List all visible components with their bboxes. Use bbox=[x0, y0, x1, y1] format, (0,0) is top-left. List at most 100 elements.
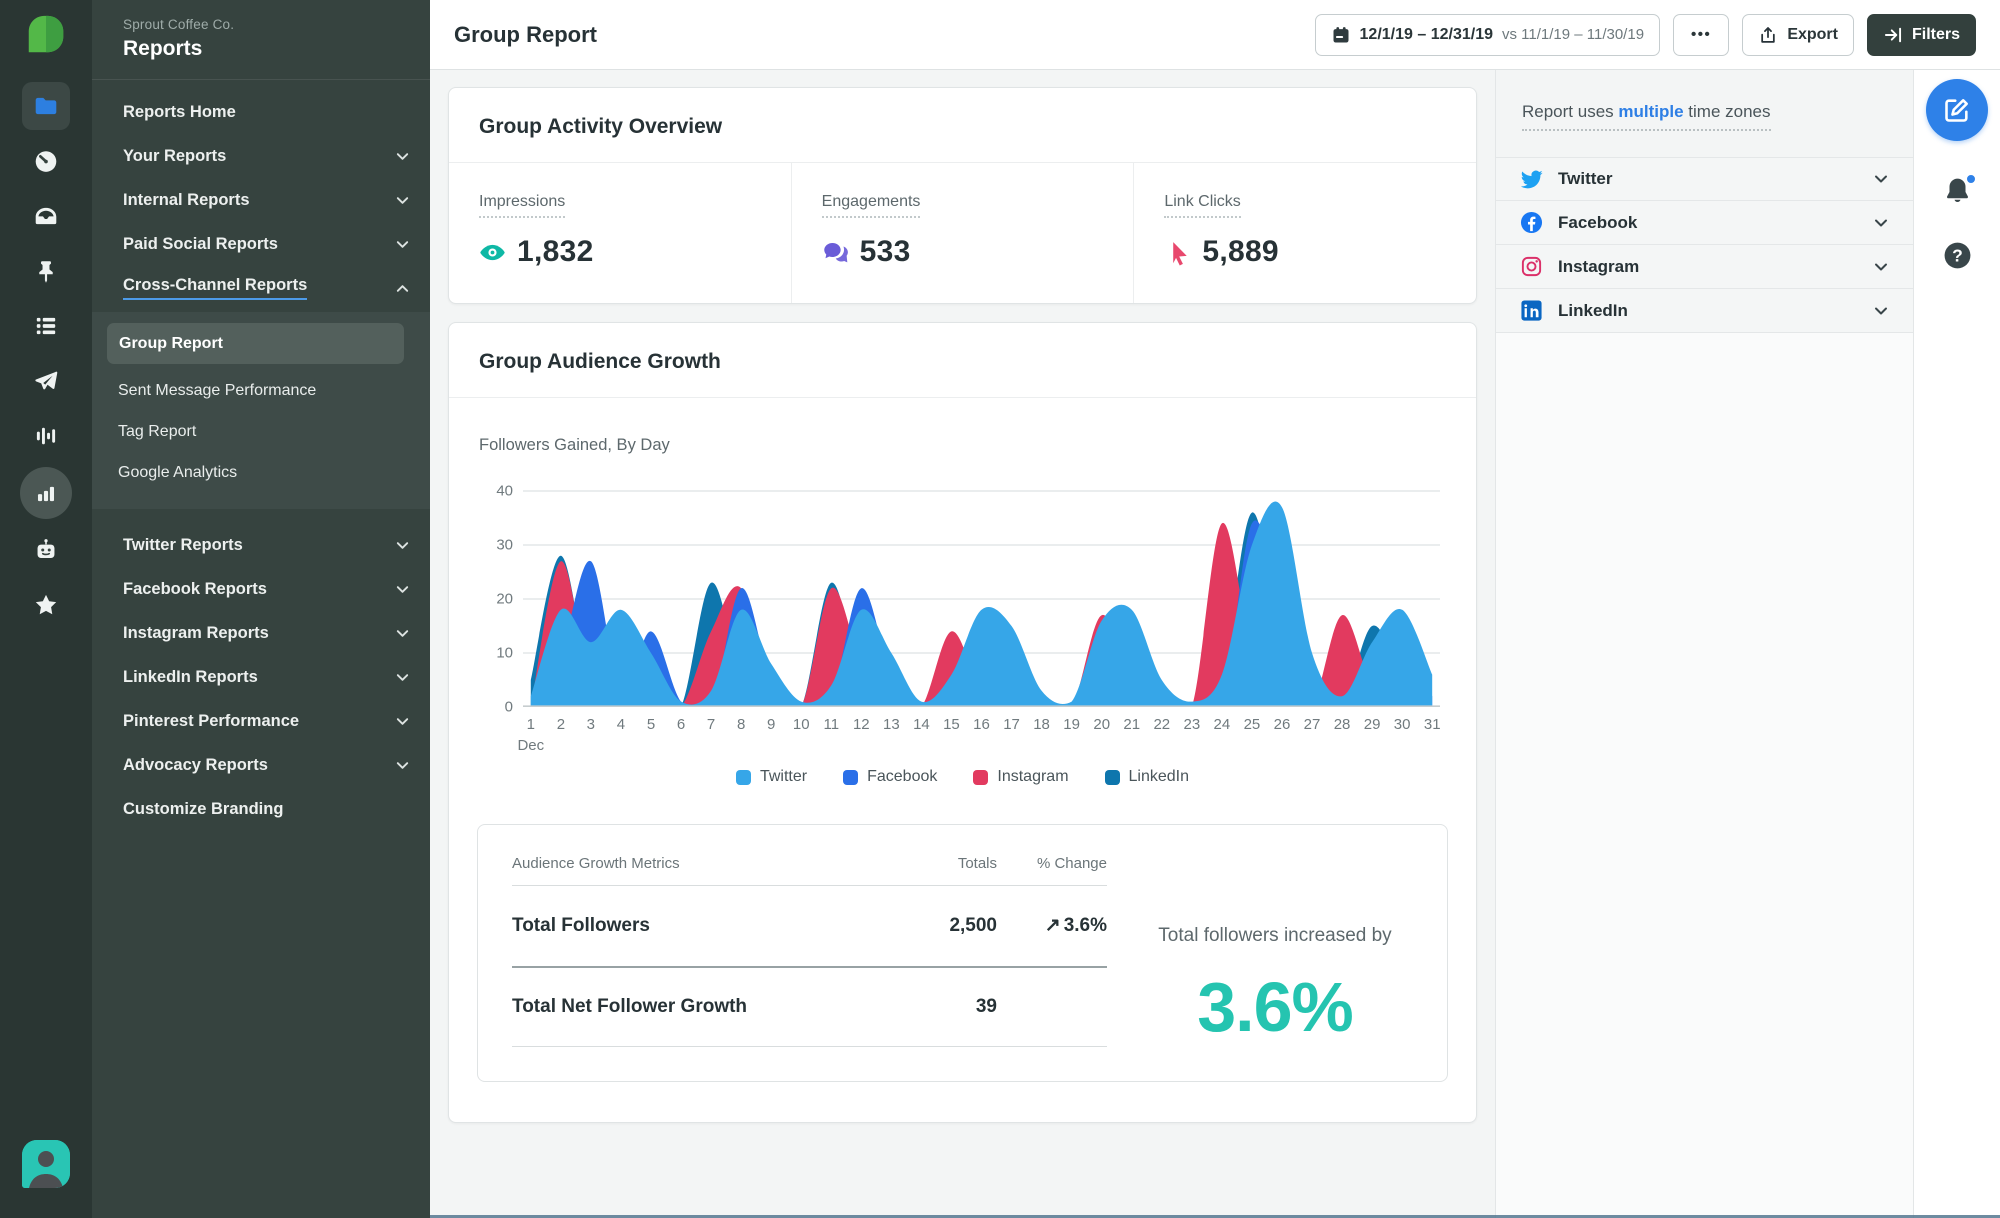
account-row-facebook[interactable]: Facebook bbox=[1496, 201, 1913, 245]
area-chart-svg bbox=[523, 490, 1440, 707]
x-tick-label: 10 bbox=[792, 716, 810, 733]
compose-button[interactable] bbox=[1926, 79, 1988, 141]
sprout-leaf-logo[interactable] bbox=[23, 12, 69, 58]
x-tick-label: 29 bbox=[1363, 716, 1381, 733]
inbox-icon[interactable] bbox=[22, 192, 70, 240]
chart-plot-area: 0 10 20 30 40 1 2 3 4 5 6 7 8 9 10 11 12 13 14 15 16 17 18 19 2… bbox=[496, 483, 1441, 755]
legend-item-twitter[interactable]: Twitter bbox=[735, 768, 807, 786]
month-label: Dec bbox=[517, 737, 545, 754]
sidebar-subitem-sent-message-performance[interactable]: Sent Message Performance bbox=[118, 382, 317, 399]
x-tick-label: 14 bbox=[913, 716, 930, 733]
legend-swatch bbox=[1104, 769, 1120, 785]
timezone-note: Report uses multiple time zones bbox=[1496, 70, 1913, 157]
more-options-button[interactable]: ••• bbox=[1673, 13, 1730, 56]
legend-item-linkedin[interactable]: LinkedIn bbox=[1104, 768, 1189, 786]
sidebar-item-paid-social-reports[interactable]: Paid Social Reports bbox=[92, 222, 430, 266]
help-button[interactable]: ? bbox=[1942, 240, 1973, 271]
sidebar-item-customize-branding[interactable]: Customize Branding bbox=[123, 799, 284, 818]
page-header: Group Report 12/1/19 – 12/31/19 vs 11/1/… bbox=[430, 0, 2000, 70]
sidebar-item-internal-reports[interactable]: Internal Reports bbox=[92, 178, 430, 222]
export-button[interactable]: Export bbox=[1742, 13, 1854, 56]
account-row-twitter[interactable]: Twitter bbox=[1496, 157, 1913, 201]
sidebar-item-advocacy-reports[interactable]: Advocacy Reports bbox=[92, 743, 430, 787]
user-avatar[interactable] bbox=[22, 1140, 70, 1188]
x-tick-label: 8 bbox=[736, 716, 746, 733]
sidebar-item-your-reports[interactable]: Your Reports bbox=[92, 134, 430, 178]
star-icon[interactable] bbox=[22, 581, 70, 629]
column-header-totals: Totals bbox=[867, 855, 997, 886]
sidebar-item-cross-channel-reports[interactable]: Cross-Channel Reports bbox=[92, 266, 430, 310]
sidebar-subitem-group-report[interactable]: Group Report bbox=[107, 323, 404, 364]
main-row: Group Activity Overview Impressions 1,83… bbox=[430, 70, 2000, 1218]
notifications-button[interactable] bbox=[1942, 173, 1977, 206]
paper-plane-icon[interactable] bbox=[22, 357, 70, 405]
table-row-total-net-follower-growth: Total Net Follower Growth 39 bbox=[512, 966, 1107, 1047]
main-column: Group Report 12/1/19 – 12/31/19 vs 11/1/… bbox=[430, 0, 2000, 1218]
account-row-instagram[interactable]: Instagram bbox=[1496, 245, 1913, 289]
x-tick-label: 1 bbox=[526, 716, 535, 733]
filters-button[interactable]: Filters bbox=[1866, 13, 1976, 56]
x-tick-label: 18 bbox=[1033, 716, 1050, 733]
viewport-bottom-edge bbox=[430, 1215, 2000, 1218]
metric-value: 533 bbox=[859, 235, 911, 268]
area-series-twitter bbox=[530, 501, 1433, 707]
x-tick-label: 25 bbox=[1243, 716, 1261, 733]
legend-item-facebook[interactable]: Facebook bbox=[843, 768, 937, 786]
x-tick-label: 13 bbox=[883, 716, 900, 733]
chat-bubbles-icon bbox=[822, 239, 849, 266]
chevron-down-icon bbox=[395, 758, 410, 773]
reports-sidebar: Sprout Coffee Co. Reports Reports Home Y… bbox=[92, 0, 430, 1218]
sidebar-item-reports-home[interactable]: Reports Home bbox=[123, 102, 236, 121]
timezone-multiple-link[interactable]: multiple bbox=[1618, 102, 1684, 121]
ellipsis-icon: ••• bbox=[1691, 26, 1712, 43]
sidebar-nav-bottom: Twitter Reports Facebook Reports Instagr… bbox=[92, 509, 430, 831]
chevron-down-icon bbox=[1873, 171, 1889, 187]
column-header-change: % Change bbox=[997, 855, 1107, 886]
waveform-icon[interactable] bbox=[22, 412, 70, 460]
list-icon[interactable] bbox=[22, 302, 70, 350]
sidebar-subitem-google-analytics[interactable]: Google Analytics bbox=[118, 464, 238, 481]
legend-swatch bbox=[735, 769, 751, 785]
bar-chart-icon[interactable] bbox=[20, 467, 72, 519]
x-tick-label: 22 bbox=[1153, 716, 1171, 733]
x-tick-label: 23 bbox=[1183, 716, 1201, 733]
x-tick-label: 30 bbox=[1393, 716, 1411, 733]
filters-label: Filters bbox=[1911, 25, 1960, 43]
pin-icon[interactable] bbox=[22, 247, 70, 295]
linkedin-icon bbox=[1520, 299, 1543, 322]
chevron-down-icon bbox=[1873, 259, 1889, 275]
account-row-linkedin[interactable]: LinkedIn bbox=[1496, 289, 1913, 333]
sidebar-nav-top: Reports Home Your Reports Internal Repor… bbox=[92, 80, 430, 310]
sidebar-item-facebook-reports[interactable]: Facebook Reports bbox=[92, 567, 430, 611]
x-tick-label: 31 bbox=[1423, 716, 1441, 733]
sidebar-item-linkedin-reports[interactable]: LinkedIn Reports bbox=[92, 655, 430, 699]
sidebar-item-twitter-reports[interactable]: Twitter Reports bbox=[92, 523, 430, 567]
folder-icon[interactable] bbox=[22, 82, 70, 130]
page-title: Group Report bbox=[454, 21, 597, 47]
date-range-button[interactable]: 12/1/19 – 12/31/19 vs 11/1/19 – 11/30/19 bbox=[1314, 13, 1661, 56]
x-tick-label: 7 bbox=[706, 716, 716, 733]
cursor-click-icon bbox=[1164, 239, 1191, 266]
metric-label[interactable]: Link Clicks bbox=[1164, 193, 1241, 218]
chevron-down-icon bbox=[395, 714, 410, 729]
chevron-down-icon bbox=[1873, 303, 1889, 319]
x-tick-label: 16 bbox=[973, 716, 990, 733]
x-tick-label: 28 bbox=[1333, 716, 1351, 733]
chart-subtitle: Followers Gained, By Day bbox=[479, 436, 670, 454]
sidebar-subitem-tag-report[interactable]: Tag Report bbox=[118, 423, 197, 440]
y-tick-label: 20 bbox=[496, 590, 513, 608]
help-icon: ? bbox=[1942, 240, 1973, 271]
x-tick-label: 15 bbox=[943, 716, 960, 733]
metric-label[interactable]: Engagements bbox=[821, 193, 921, 218]
y-tick-label: 10 bbox=[496, 644, 513, 662]
metric-label[interactable]: Impressions bbox=[479, 193, 566, 218]
gauge-icon[interactable] bbox=[22, 137, 70, 185]
timezone-note-prefix: Report uses bbox=[1522, 102, 1619, 121]
x-tick-label: 2 bbox=[556, 716, 566, 733]
sidebar-item-pinterest-performance[interactable]: Pinterest Performance bbox=[92, 699, 430, 743]
metric-link-clicks: Link Clicks 5,889 bbox=[1133, 163, 1476, 303]
report-content: Group Activity Overview Impressions 1,83… bbox=[430, 70, 1495, 1218]
robot-icon[interactable] bbox=[22, 526, 70, 574]
sidebar-item-instagram-reports[interactable]: Instagram Reports bbox=[92, 611, 430, 655]
legend-item-instagram[interactable]: Instagram bbox=[973, 768, 1069, 786]
